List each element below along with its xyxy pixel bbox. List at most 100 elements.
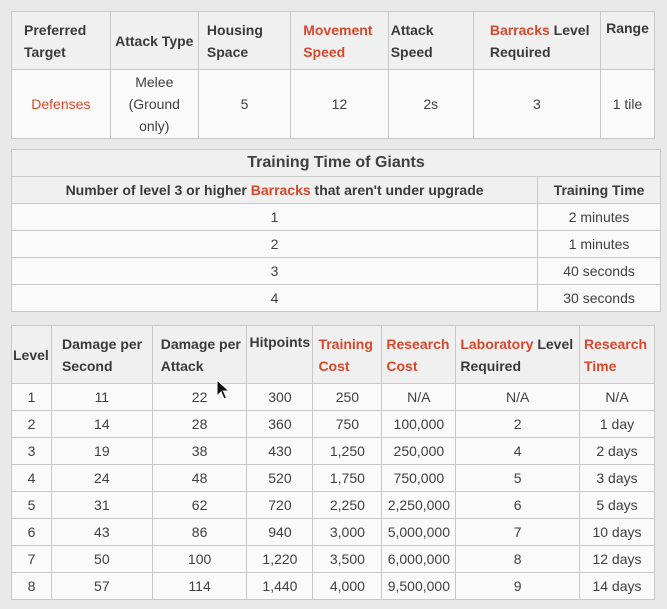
header-research-time[interactable]: Research Time (578, 325, 656, 384)
training-cost-cell: 750 (312, 410, 383, 438)
stats-header-row: Preferred Target Attack Type Housing Spa… (11, 11, 656, 70)
hitpoints-cell: 720 (246, 491, 314, 519)
dpa-cell: 28 (151, 410, 248, 438)
lab-level-cell: 2 (455, 410, 580, 438)
lab-level-cell: 8 (455, 545, 580, 573)
header-research-cost[interactable]: Research Cost (381, 325, 457, 384)
laboratory-link[interactable]: Laboratory (460, 335, 534, 352)
hitpoints-cell: 520 (246, 464, 314, 492)
lab-level-cell: 6 (455, 491, 580, 519)
training-cost-cell: 3,000 (312, 518, 383, 546)
research-time-cell: 10 days (578, 518, 656, 546)
lab-level-cell: 5 (455, 464, 580, 492)
header-hitpoints: Hitpoints (246, 325, 314, 384)
defenses-link[interactable]: Defenses (31, 96, 91, 112)
training-cost-cell: 1,750 (312, 464, 383, 492)
level-cell: 8 (11, 572, 52, 600)
barracks-level-value: 3 (472, 69, 601, 139)
training-cost-link[interactable]: Training Cost (318, 335, 373, 374)
dpa-cell: 114 (151, 572, 248, 600)
barracks-link[interactable]: Barracks (489, 21, 550, 38)
header-damage-per-second: Damage per Second (50, 325, 153, 384)
stats-value-row: Defenses Melee (Ground only) 5 12 2s 3 1… (11, 69, 656, 139)
research-time-cell: 1 day (578, 410, 656, 438)
level-row: 1 11 22 300 250 N/A N/A N/A (11, 383, 656, 411)
preferred-target-value[interactable]: Defenses (11, 69, 111, 139)
level-cell: 6 (11, 518, 52, 546)
dpa-cell: 48 (151, 464, 248, 492)
level-cell: 5 (11, 491, 52, 519)
header-preferred-target: Preferred Target (11, 11, 111, 70)
research-time-cell: 2 days (578, 437, 656, 465)
training-time-cell: 40 seconds (537, 257, 661, 285)
research-cost-cell: 100,000 (381, 410, 457, 438)
research-time-cell: 14 days (578, 572, 656, 600)
header-housing-space: Housing Space (197, 11, 292, 70)
research-cost-cell: 750,000 (381, 464, 457, 492)
lab-level-cell: 7 (455, 518, 580, 546)
research-time-link[interactable]: Research Time (583, 335, 648, 374)
research-cost-cell: 9,500,000 (381, 572, 457, 600)
lab-level-cell: N/A (455, 383, 580, 411)
giant-levels-table: Level Damage per Second Damage per Attac… (11, 325, 656, 600)
dps-cell: 31 (50, 491, 153, 519)
level-cell: 3 (11, 437, 52, 465)
hitpoints-cell: 360 (246, 410, 314, 438)
research-time-cell: 12 days (578, 545, 656, 573)
level-row: 8 57 114 1,440 4,000 9,500,000 9 14 days (11, 572, 656, 600)
research-cost-link[interactable]: Research Cost (386, 335, 450, 374)
header-laboratory-level: Laboratory Level Required (455, 325, 580, 384)
training-time-cell: 2 minutes (537, 203, 661, 231)
research-cost-cell: 2,250,000 (381, 491, 457, 519)
dpa-cell: 38 (151, 437, 248, 465)
training-time-caption: Training Time of Giants (11, 149, 661, 177)
level-rows: 1 11 22 300 250 N/A N/A N/A 2 14 28 360 750 100,000 2 1… (11, 383, 656, 600)
level-cell: 2 (11, 410, 52, 438)
movement-speed-value: 12 (290, 69, 389, 139)
research-time-cell: 5 days (578, 491, 656, 519)
dpa-cell: 62 (151, 491, 248, 519)
hitpoints-cell: 430 (246, 437, 314, 465)
dps-cell: 43 (50, 518, 153, 546)
level-cell: 7 (11, 545, 52, 573)
level-row: 7 50 100 1,220 3,500 6,000,000 8 12 days (11, 545, 656, 573)
movement-speed-link[interactable]: Movement Speed (303, 21, 373, 60)
header-barracks-level: Barracks Level Required (472, 11, 601, 70)
level-row: 2 14 28 360 750 100,000 2 1 day (11, 410, 656, 438)
training-time-cell: 1 minutes (537, 230, 661, 258)
training-caption-row: Training Time of Giants (11, 149, 661, 177)
housing-space-value: 5 (197, 69, 292, 139)
hitpoints-cell: 940 (246, 518, 314, 546)
barracks-link[interactable]: Barracks (250, 182, 311, 198)
level-cell: 1 (11, 383, 52, 411)
level-row: 3 19 38 430 1,250 250,000 4 2 days (11, 437, 656, 465)
level-cell: 4 (11, 464, 52, 492)
dps-cell: 24 (50, 464, 153, 492)
hitpoints-cell: 300 (246, 383, 314, 411)
header-barracks-count: Number of level 3 or higher Barracks tha… (10, 176, 539, 204)
dps-cell: 11 (50, 383, 153, 411)
barracks-count-cell: 4 (10, 284, 539, 312)
level-row: 5 31 62 720 2,250 2,250,000 6 5 days (11, 491, 656, 519)
header-movement-speed[interactable]: Movement Speed (290, 11, 389, 70)
header-attack-type: Attack Type (109, 11, 199, 70)
dps-cell: 50 (50, 545, 153, 573)
header-training-cost[interactable]: Training Cost (312, 325, 383, 384)
research-cost-cell: 5,000,000 (381, 518, 457, 546)
giant-stats-table: Preferred Target Attack Type Housing Spa… (11, 11, 656, 139)
range-value: 1 tile (599, 69, 656, 139)
dpa-cell: 86 (151, 518, 248, 546)
barracks-count-cell: 2 (10, 230, 539, 258)
barracks-count-cell: 1 (10, 203, 539, 231)
hitpoints-cell: 1,440 (246, 572, 314, 600)
header-attack-speed: Attack Speed (387, 11, 474, 70)
dpa-cell: 22 (151, 383, 248, 411)
training-cost-cell: 250 (312, 383, 383, 411)
attack-type-value: Melee (Ground only) (109, 69, 199, 139)
barracks-count-cell: 3 (10, 257, 539, 285)
header-damage-per-attack: Damage per Attack (151, 325, 248, 384)
training-time-cell: 30 seconds (537, 284, 661, 312)
research-cost-cell: N/A (381, 383, 457, 411)
